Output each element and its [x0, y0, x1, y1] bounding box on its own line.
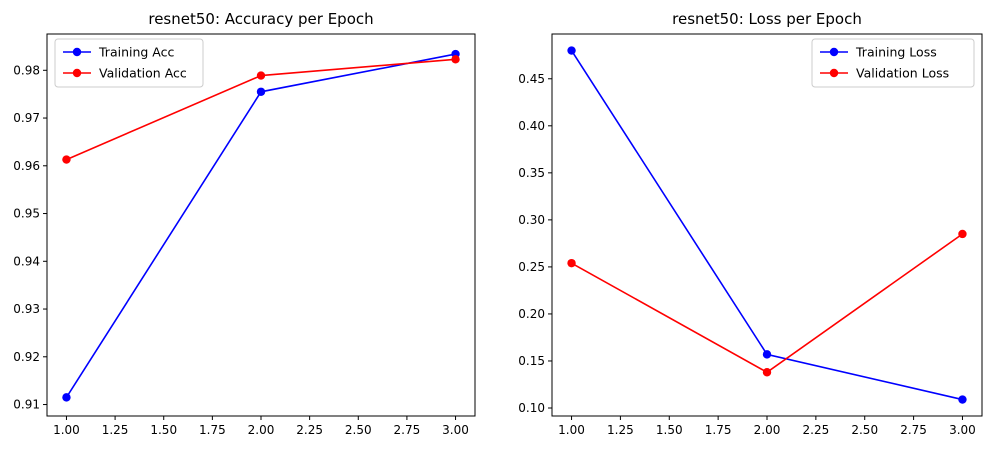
series-point	[62, 155, 71, 164]
series-point	[762, 350, 772, 359]
x-tick-label: 2.25	[296, 423, 323, 437]
y-tick-label: 0.40	[518, 119, 545, 133]
series-point	[567, 258, 576, 268]
chart-title: resnet50: Loss per Epoch	[672, 10, 862, 28]
legend-label: Validation Loss	[856, 66, 949, 81]
x-tick-label: 1.25	[607, 423, 634, 437]
legend-box	[54, 38, 204, 88]
x-tick-label: 1.75	[705, 423, 732, 437]
axes-frame	[46, 33, 476, 417]
series-point	[256, 87, 266, 96]
y-tick-label: 0.35	[518, 166, 545, 180]
legend-marker	[829, 47, 839, 57]
legend: Training Acc Validation Acc	[54, 38, 204, 88]
x-tick-label: 2.50	[345, 423, 372, 437]
series-point	[256, 71, 266, 80]
chart-title: resnet50: Accuracy per Epoch	[148, 10, 373, 28]
loss-chart: resnet50: Loss per Epoch 1.00 1.25 1.50 1.75…	[518, 10, 983, 437]
y-tick-label: 0.20	[518, 307, 545, 321]
accuracy-chart: resnet50: Accuracy per Epoch 1.00 1.25 1.50…	[13, 10, 476, 437]
series-point	[958, 229, 967, 239]
legend-marker	[72, 68, 82, 78]
x-tick-label: 3.00	[442, 423, 469, 437]
x-tick-label: 2.25	[803, 423, 830, 437]
x-tick-label: 2.00	[248, 423, 275, 437]
x-tick-label: 1.00	[558, 423, 585, 437]
y-tick-label: 0.98	[13, 63, 40, 77]
legend-label: Training Loss	[855, 45, 937, 60]
x-tick-label: 1.50	[656, 423, 683, 437]
y-tick-label: 0.92	[13, 350, 40, 364]
y-tick-label: 0.91	[13, 398, 40, 412]
x-tick-label: 3.00	[949, 423, 976, 437]
legend-label: Validation Acc	[99, 66, 187, 81]
x-tick-label: 2.50	[851, 423, 878, 437]
x-tick-label: 2.75	[394, 423, 421, 437]
y-tick-label: 0.45	[518, 72, 545, 86]
y-tick-label: 0.93	[13, 302, 40, 316]
x-tick-label: 1.50	[150, 423, 177, 437]
y-tick-label: 0.96	[13, 159, 40, 173]
y-tick-label: 0.30	[518, 213, 545, 227]
axes-frame	[551, 33, 983, 417]
x-tick-label: 1.25	[102, 423, 129, 437]
series-point	[567, 46, 576, 55]
x-tick-label: 1.00	[53, 423, 80, 437]
y-tick-label: 0.97	[13, 111, 40, 125]
series-point	[958, 395, 967, 404]
x-tick-label: 2.75	[900, 423, 927, 437]
x-tick-label: 2.00	[754, 423, 781, 437]
x-tick-label: 1.75	[199, 423, 226, 437]
y-tick-label: 0.15	[518, 354, 545, 368]
y-tick-label: 0.94	[13, 254, 40, 268]
legend-label: Training Acc	[98, 45, 174, 60]
y-tick-label: 0.95	[13, 207, 40, 221]
legend-marker	[72, 47, 82, 57]
series-line-0	[65, 53, 456, 398]
y-tick-label: 0.10	[518, 401, 545, 415]
legend-marker	[829, 68, 839, 78]
y-tick-label: 0.25	[518, 260, 545, 274]
legend-box	[811, 38, 975, 88]
series-point	[451, 55, 460, 64]
legend: Training Loss Validation Loss	[811, 38, 975, 88]
series-point	[762, 368, 772, 377]
series-line-0	[570, 50, 963, 401]
series-point	[62, 393, 71, 402]
